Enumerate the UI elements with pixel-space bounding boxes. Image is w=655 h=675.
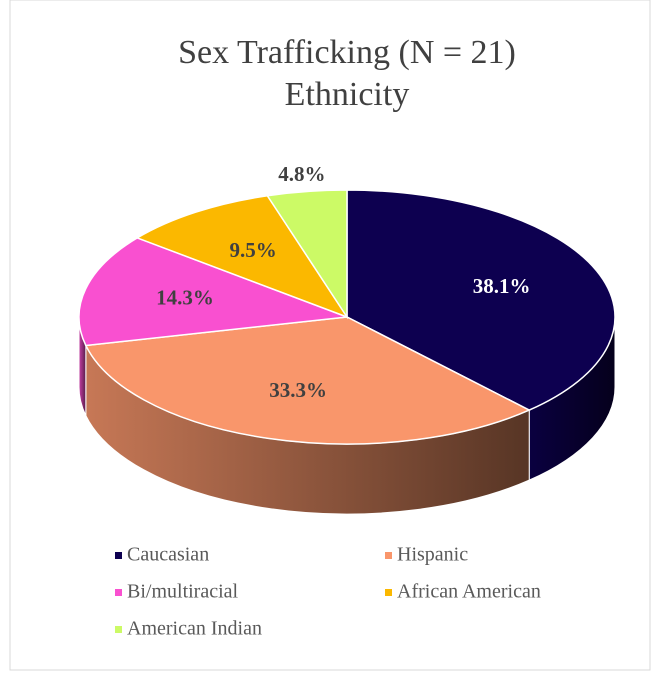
legend-label: Caucasian xyxy=(127,544,209,566)
data-label: 33.3% xyxy=(269,378,327,402)
data-label: 9.5% xyxy=(230,238,277,262)
legend-swatch xyxy=(115,626,122,633)
pie-slice xyxy=(135,194,349,319)
chart-title: Sex Trafficking (N = 21) xyxy=(178,34,516,71)
pie-slice xyxy=(346,189,616,411)
legend-label: Bi/multiracial xyxy=(127,581,239,603)
pie-slice xyxy=(84,316,531,445)
chart-subtitle: Ethnicity xyxy=(285,76,410,113)
data-label: 38.1% xyxy=(473,274,531,298)
data-label: 14.3% xyxy=(156,285,214,309)
legend-label: African American xyxy=(397,581,541,603)
data-label: 4.8% xyxy=(278,162,325,186)
legend-swatch xyxy=(115,552,122,559)
data-labels: 38.1% 33.3% 14.3% 9.5% 4.8% xyxy=(156,162,530,402)
legend: Caucasian Hispanic Bi/multiracial African A… xyxy=(115,544,541,640)
legend-swatch xyxy=(385,552,392,559)
legend-swatch xyxy=(115,589,122,596)
pie-slice xyxy=(266,189,348,320)
legend-label: American Indian xyxy=(127,618,262,640)
pie-slice xyxy=(78,237,348,347)
legend-swatch xyxy=(385,589,392,596)
legend-label: Hispanic xyxy=(397,544,468,566)
pie-tops xyxy=(78,189,616,445)
